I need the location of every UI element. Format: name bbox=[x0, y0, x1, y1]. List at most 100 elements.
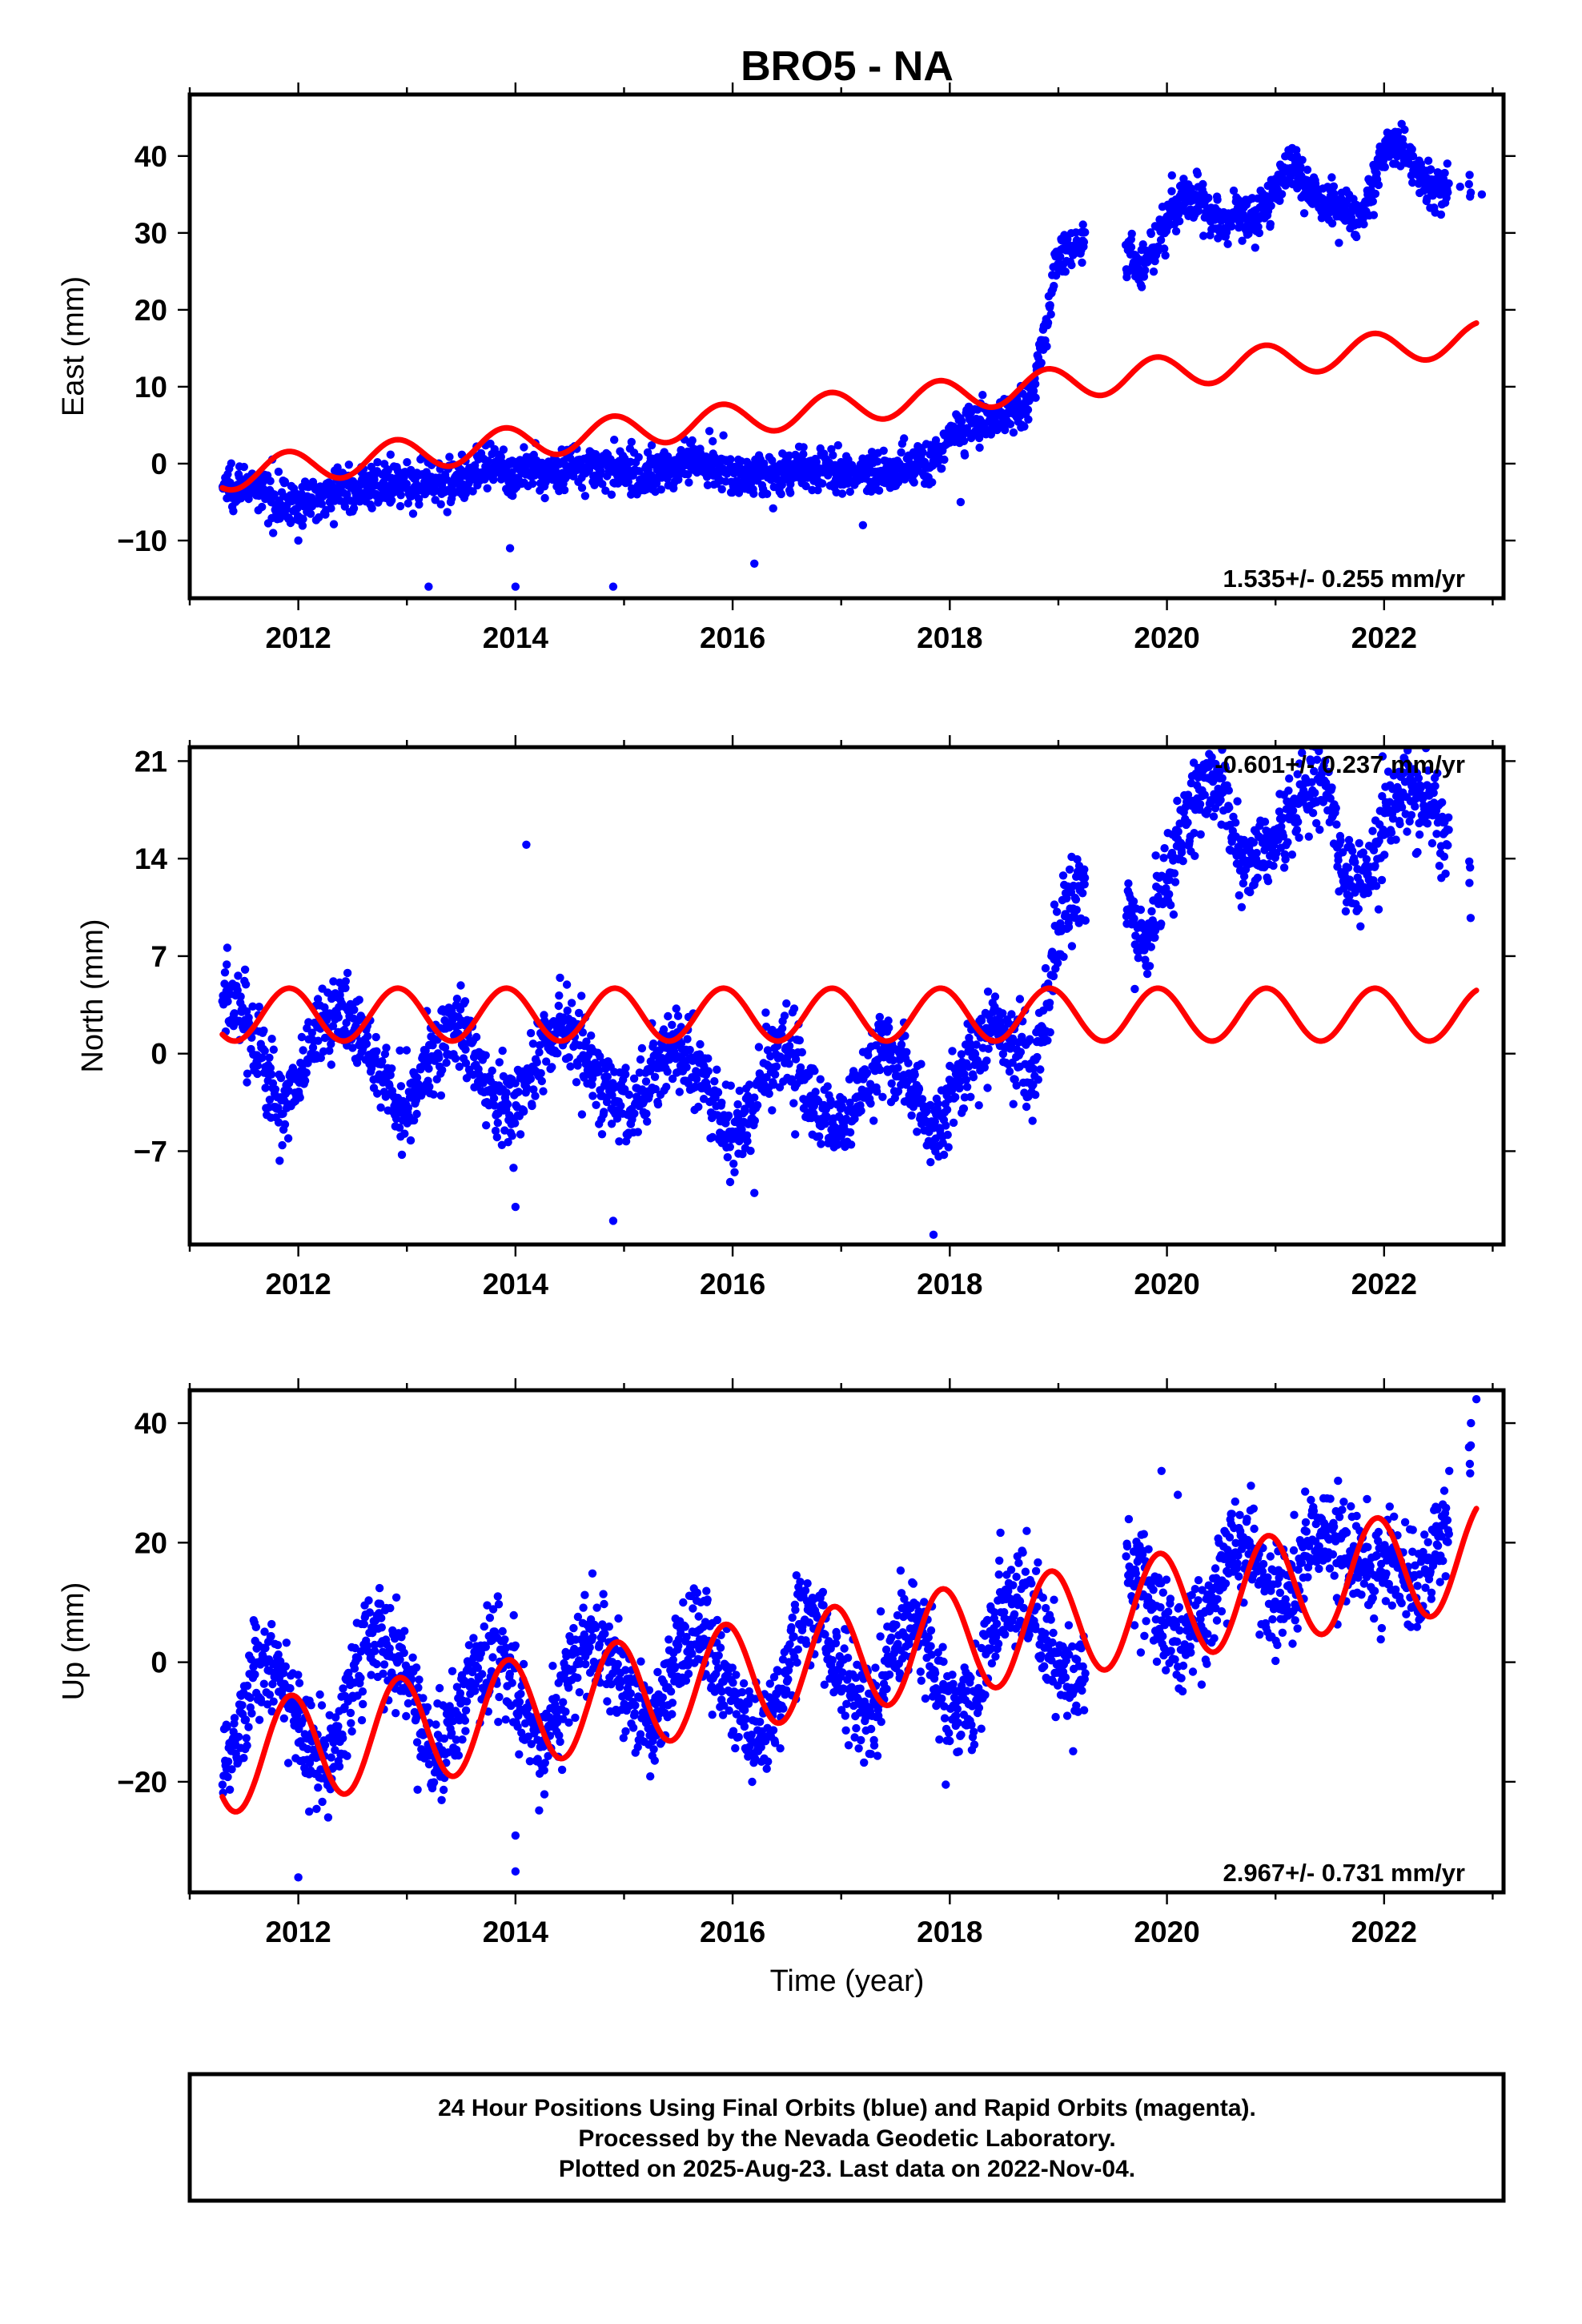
east-data-point bbox=[1037, 358, 1046, 368]
east-data-point bbox=[274, 467, 283, 476]
north-data-point bbox=[1284, 786, 1293, 795]
north-data-point bbox=[1031, 1090, 1040, 1100]
north-data-point bbox=[603, 1072, 612, 1081]
north-data-point bbox=[223, 997, 232, 1006]
east-data-point bbox=[1400, 125, 1409, 135]
north-data-point bbox=[694, 1102, 703, 1112]
east-data-point bbox=[299, 515, 307, 524]
north-data-point bbox=[815, 1132, 824, 1141]
north-data-point bbox=[608, 1091, 616, 1100]
north-data-point bbox=[1072, 906, 1082, 915]
north-data-point bbox=[917, 1059, 926, 1068]
east-data-point bbox=[1266, 219, 1275, 228]
east-data-point bbox=[709, 436, 717, 446]
north-data-point bbox=[278, 1140, 287, 1150]
east-rate-label: 1.535+/- 0.255 mm/yr bbox=[1223, 565, 1465, 593]
north-data-point bbox=[1145, 962, 1154, 971]
up-data-point bbox=[225, 1785, 235, 1794]
east-data-point bbox=[1443, 159, 1452, 168]
north-data-point bbox=[636, 1055, 645, 1064]
north-data-point bbox=[572, 1078, 581, 1087]
north-data-point bbox=[673, 1011, 683, 1020]
north-data-point bbox=[468, 1070, 478, 1080]
north-data-point bbox=[1134, 954, 1143, 963]
north-data-point bbox=[1016, 1047, 1026, 1056]
north-x-tick-label: 2012 bbox=[265, 1268, 331, 1301]
north-data-point bbox=[659, 1025, 669, 1034]
north-data-point bbox=[1295, 833, 1303, 842]
north-data-point bbox=[914, 1084, 924, 1094]
up-data-point bbox=[247, 1655, 255, 1664]
north-data-point bbox=[284, 1086, 293, 1096]
north-data-point bbox=[1073, 854, 1082, 864]
east-data-point bbox=[1426, 165, 1435, 174]
north-data-point bbox=[522, 1084, 532, 1092]
north-data-point bbox=[974, 1101, 983, 1110]
up-data-point bbox=[283, 1759, 293, 1767]
east-data-point bbox=[958, 416, 966, 426]
north-data-point bbox=[387, 1064, 396, 1073]
north-data-point bbox=[386, 1071, 395, 1080]
north-data-point bbox=[1369, 846, 1379, 855]
north-data-point bbox=[724, 1111, 733, 1120]
east-data-point bbox=[1042, 342, 1051, 351]
up-data-point bbox=[339, 1734, 347, 1743]
north-data-point bbox=[1336, 836, 1345, 846]
north-data-point bbox=[1427, 838, 1437, 848]
east-data-point bbox=[1081, 227, 1090, 237]
north-data-point bbox=[857, 1106, 865, 1116]
east-outlier-point bbox=[505, 544, 515, 553]
north-data-point bbox=[536, 1069, 545, 1078]
north-data-point bbox=[555, 991, 564, 1000]
up-data-point bbox=[307, 1701, 315, 1710]
east-data-point bbox=[1303, 165, 1312, 175]
north-data-point bbox=[260, 1047, 269, 1055]
up-data-point bbox=[357, 1715, 367, 1725]
north-data-point bbox=[704, 1067, 713, 1076]
up-data-point bbox=[350, 1664, 359, 1673]
east-data-point bbox=[938, 464, 946, 473]
north-data-point bbox=[578, 1028, 588, 1037]
north-data-point bbox=[539, 1087, 548, 1096]
north-data-point bbox=[616, 1101, 625, 1111]
north-data-point bbox=[514, 1088, 523, 1096]
north-data-point bbox=[670, 1041, 680, 1051]
east-data-point bbox=[1043, 318, 1053, 328]
up-data-point bbox=[372, 1659, 381, 1669]
north-data-point bbox=[771, 1070, 780, 1079]
north-data-point bbox=[498, 1046, 507, 1055]
east-data-point bbox=[1213, 195, 1222, 204]
north-data-point bbox=[230, 1009, 239, 1018]
north-data-point bbox=[307, 1028, 316, 1037]
north-data-point bbox=[436, 1091, 446, 1100]
east-data-point bbox=[1167, 171, 1177, 180]
north-data-point bbox=[261, 1084, 270, 1092]
east-data-point bbox=[897, 448, 905, 457]
north-data-point bbox=[577, 991, 586, 1000]
up-data-point bbox=[281, 1662, 290, 1671]
north-data-point bbox=[1177, 848, 1186, 857]
east-data-point bbox=[560, 485, 569, 495]
east-x-tick-label: 2014 bbox=[483, 621, 549, 654]
east-data-point bbox=[1031, 393, 1040, 402]
east-data-point bbox=[1171, 227, 1181, 235]
north-data-point bbox=[509, 1164, 518, 1172]
north-data-point bbox=[864, 1051, 873, 1059]
east-data-point bbox=[1372, 169, 1381, 178]
east-data-point bbox=[749, 489, 758, 498]
east-data-point bbox=[499, 445, 508, 454]
north-data-point bbox=[869, 1116, 878, 1125]
north-data-point bbox=[542, 1057, 551, 1066]
north-data-point bbox=[380, 1050, 390, 1059]
north-data-point bbox=[1160, 844, 1169, 853]
east-data-point bbox=[258, 502, 267, 512]
east-data-point bbox=[1227, 222, 1236, 231]
north-data-point bbox=[567, 999, 576, 1007]
east-data-point bbox=[1352, 232, 1361, 242]
up-data-point bbox=[312, 1804, 321, 1813]
north-data-point bbox=[423, 1058, 432, 1067]
east-data-point bbox=[627, 437, 636, 447]
north-data-point bbox=[548, 1063, 556, 1072]
north-data-point bbox=[845, 1128, 855, 1137]
east-data-point bbox=[266, 476, 275, 485]
